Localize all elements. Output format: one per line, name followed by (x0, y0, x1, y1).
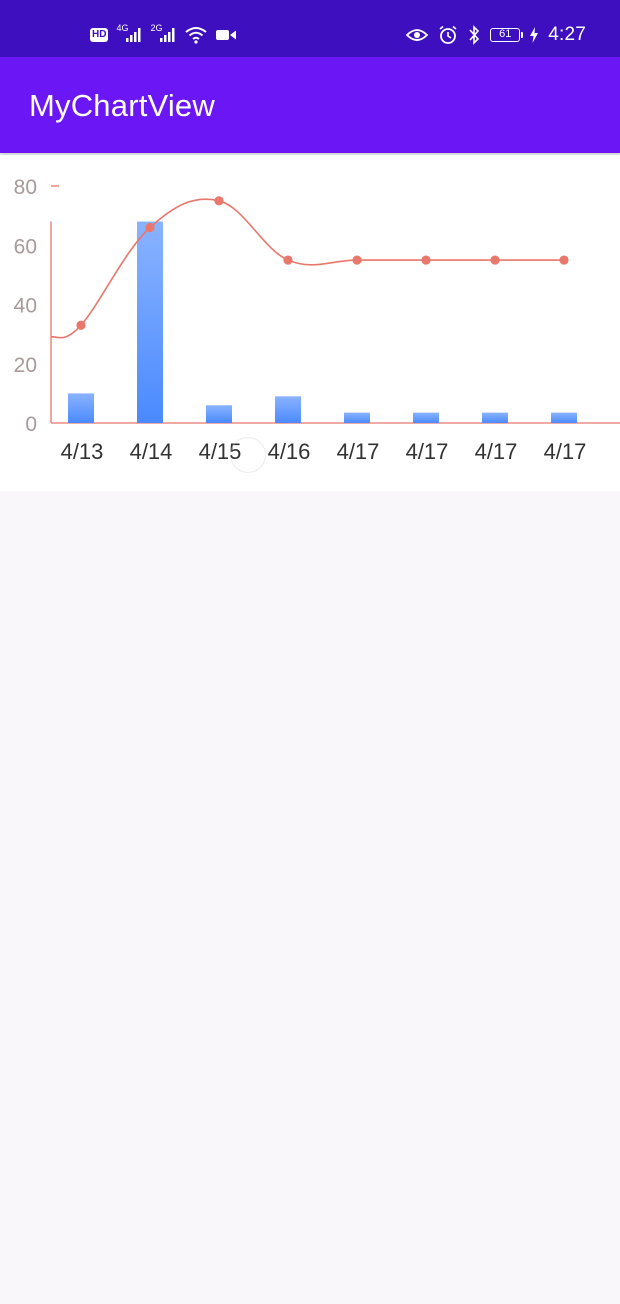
video-camera-icon (216, 28, 237, 42)
hd-icon: HD (90, 28, 109, 42)
x-tick-label: 4/16 (268, 439, 311, 464)
bar[interactable] (482, 412, 508, 423)
hd-label: HD (90, 28, 109, 42)
touch-ripple (230, 437, 266, 473)
status-left-icons: HD 4G 2G (90, 22, 237, 48)
line-point[interactable] (559, 255, 569, 265)
status-time: 4:27 (548, 24, 586, 45)
battery-level: 61 (490, 28, 524, 42)
line-path (50, 198, 565, 339)
y-tick-label: 40 (14, 295, 37, 318)
app-bar: MyChartView (0, 57, 620, 153)
x-tick-label: 4/14 (130, 439, 173, 464)
bluetooth-icon (468, 25, 480, 45)
line-point[interactable] (490, 255, 500, 265)
2g-signal-icon: 2G (150, 23, 176, 42)
x-tick-label: 4/13 (61, 439, 104, 464)
charging-icon (530, 27, 539, 43)
x-tick-label: 4/17 (475, 439, 518, 464)
y-tick-label: 0 (25, 413, 37, 436)
y-tick-label: 80 (14, 176, 37, 199)
x-tick-label: 4/17 (544, 439, 587, 464)
x-tick-label: 4/17 (406, 439, 449, 464)
4g-label: 4G (116, 23, 129, 33)
line-point[interactable] (421, 255, 431, 265)
2g-label: 2G (150, 23, 163, 33)
line-point[interactable] (145, 222, 155, 233)
line-point[interactable] (76, 320, 86, 330)
status-right-icons: 61 4:27 (406, 22, 586, 48)
line-point[interactable] (214, 196, 224, 206)
status-bar: HD 4G 2G (0, 0, 620, 57)
bar[interactable] (206, 405, 232, 423)
line-point[interactable] (352, 255, 362, 265)
wifi-icon (184, 26, 208, 44)
x-axis: 4/13 4/14 4/15 4/16 4/17 4/17 4/17 4/17 (51, 422, 620, 464)
bar[interactable] (137, 221, 163, 423)
4g-signal-icon: 4G (116, 23, 142, 42)
line-series (50, 196, 569, 339)
chart-card[interactable]: 0 20 40 60 80 4/13 4/14 4/15 4/16 4/17 4/17 4/17 4/… (0, 155, 620, 491)
eye-comfort-icon (406, 28, 429, 42)
app-title: MyChartView (29, 88, 215, 123)
bar-series (68, 221, 577, 423)
x-tick-label: 4/17 (337, 439, 380, 464)
bar[interactable] (413, 412, 439, 423)
y-tick-label: 60 (14, 235, 37, 258)
bar[interactable] (551, 412, 577, 423)
y-axis: 0 20 40 60 80 (14, 176, 59, 436)
battery-icon: 61 (490, 28, 524, 42)
bar[interactable] (275, 396, 301, 423)
alarm-icon (438, 25, 458, 45)
bar[interactable] (344, 412, 370, 423)
line-point[interactable] (283, 255, 293, 265)
bar[interactable] (68, 393, 94, 423)
y-tick-label: 20 (14, 354, 37, 377)
